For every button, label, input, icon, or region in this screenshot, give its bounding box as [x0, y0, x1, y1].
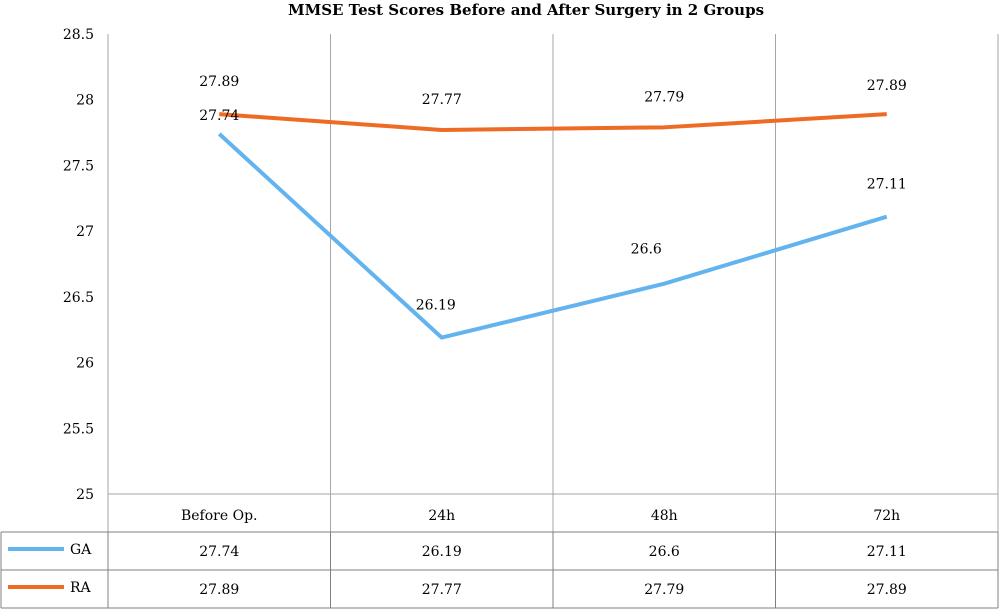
table-cell: 26.19	[422, 544, 462, 560]
data-label: 27.74	[199, 108, 239, 124]
y-tick-label: 26.5	[63, 290, 94, 306]
y-tick-label: 28	[76, 93, 94, 109]
data-label: 27.11	[867, 177, 907, 193]
series-line-ra	[219, 112, 887, 132]
y-tick-label: 26	[76, 356, 94, 372]
data-label: 27.77	[422, 92, 462, 108]
x-tick-label: 72h	[873, 508, 900, 524]
legend-label: RA	[70, 580, 92, 596]
table-cell: 27.89	[867, 582, 907, 598]
data-label: 27.89	[867, 78, 907, 94]
table-cell: 27.79	[644, 582, 684, 598]
data-label: 26.6	[631, 242, 662, 258]
table-cell: 27.11	[867, 544, 907, 560]
series-line-ga	[217, 132, 888, 340]
data-labels: 27.74 26.19 26.6 27.11 27.89 27.77 27.79 27.89	[199, 74, 907, 313]
x-tick-label: Before Op.	[181, 508, 258, 524]
data-label: 27.79	[644, 89, 684, 105]
table-cell: 27.89	[199, 582, 239, 598]
x-tick-label: 24h	[428, 508, 455, 524]
y-tick-label: 25.5	[63, 421, 94, 437]
table-cell: 26.6	[649, 544, 680, 560]
y-axis: 25 25.5 26 26.5 27 27.5 28 28.5	[63, 27, 94, 503]
chart-series	[217, 112, 888, 340]
legend-label: GA	[70, 542, 92, 558]
y-tick-label: 27	[76, 224, 94, 240]
y-tick-label: 25	[76, 487, 94, 503]
table-cell: 27.77	[422, 582, 462, 598]
chart-title: MMSE Test Scores Before and After Surger…	[288, 1, 764, 19]
data-table: Before Op. 24h 48h 72h GA 27.74 26.19 26.6 27.11…	[0, 508, 999, 609]
chart-grid	[107, 34, 999, 532]
y-tick-label: 28.5	[63, 27, 94, 43]
x-tick-label: 48h	[651, 508, 678, 524]
data-label: 27.89	[199, 74, 239, 90]
y-tick-label: 27.5	[63, 158, 94, 174]
table-cell: 27.74	[199, 544, 239, 560]
data-label: 26.19	[416, 298, 456, 314]
